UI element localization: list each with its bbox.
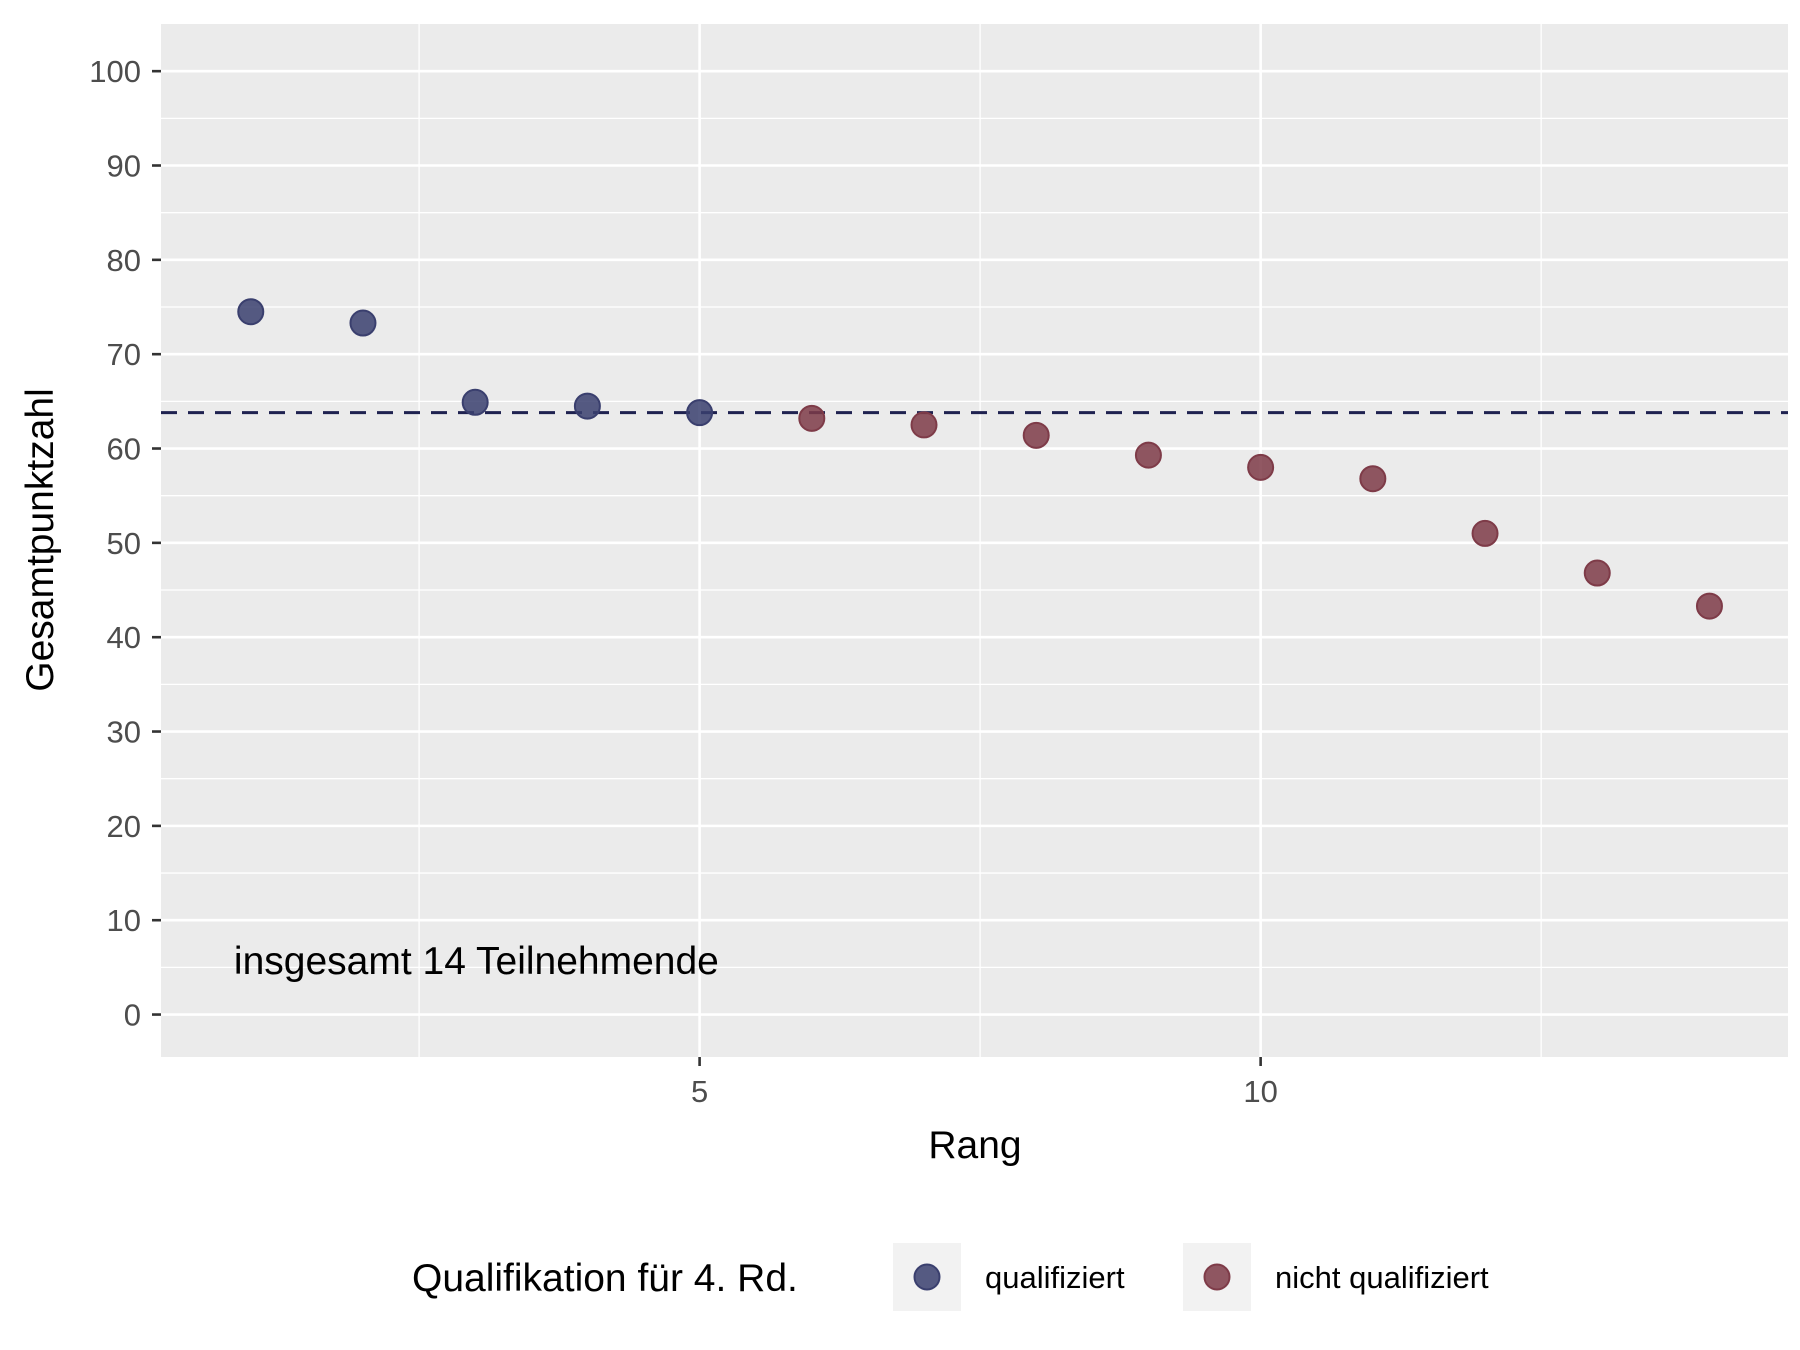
data-points [237, 298, 1723, 620]
data-point [1247, 453, 1275, 481]
data-point [1695, 592, 1723, 620]
legend-key-point [913, 1263, 941, 1291]
legend-label: nicht qualifiziert [1275, 1260, 1489, 1295]
data-point [573, 392, 601, 420]
y-tick-label: 50 [107, 526, 141, 561]
y-tick-label: 60 [107, 432, 141, 467]
y-tick-label: 90 [107, 149, 141, 184]
x-tick-label: 10 [1243, 1074, 1277, 1109]
data-point [349, 309, 377, 337]
data-point [1471, 519, 1499, 547]
legend-label: qualifiziert [985, 1260, 1125, 1295]
y-tick-label: 40 [107, 620, 141, 655]
data-point [1022, 421, 1050, 449]
data-point [798, 404, 826, 432]
legend-key-point [1203, 1263, 1231, 1291]
data-point [1583, 559, 1611, 587]
data-point [237, 298, 265, 326]
data-point [686, 399, 714, 427]
y-tick-label: 70 [107, 337, 141, 372]
data-point [910, 411, 938, 439]
y-tick-label: 20 [107, 809, 141, 844]
panel-background [161, 24, 1788, 1057]
y-tick-label: 80 [107, 243, 141, 278]
y-axis-title: Gesamtpunktzahl [19, 388, 62, 692]
major-gridlines [161, 24, 1788, 1057]
data-point [461, 388, 489, 416]
y-axis: 0 10 20 30 40 50 60 70 80 90 100 [89, 54, 161, 1033]
y-tick-label: 100 [89, 54, 141, 89]
y-tick-label: 30 [107, 715, 141, 750]
x-axis: 5 10 [691, 1057, 1278, 1109]
data-point [1359, 465, 1387, 493]
legend-title: Qualifikation für 4. Rd. [412, 1257, 798, 1300]
data-point [1134, 441, 1162, 469]
legend: Qualifikation für 4. Rd. qualifiziert nich… [412, 1243, 1489, 1311]
y-tick-label: 0 [124, 998, 141, 1033]
x-tick-label: 5 [691, 1074, 708, 1109]
x-axis-title: Rang [928, 1124, 1021, 1167]
y-tick-label: 10 [107, 903, 141, 938]
participant-count-annotation: insgesamt 14 Teilnehmende [234, 940, 719, 983]
minor-gridlines [161, 24, 1788, 1057]
